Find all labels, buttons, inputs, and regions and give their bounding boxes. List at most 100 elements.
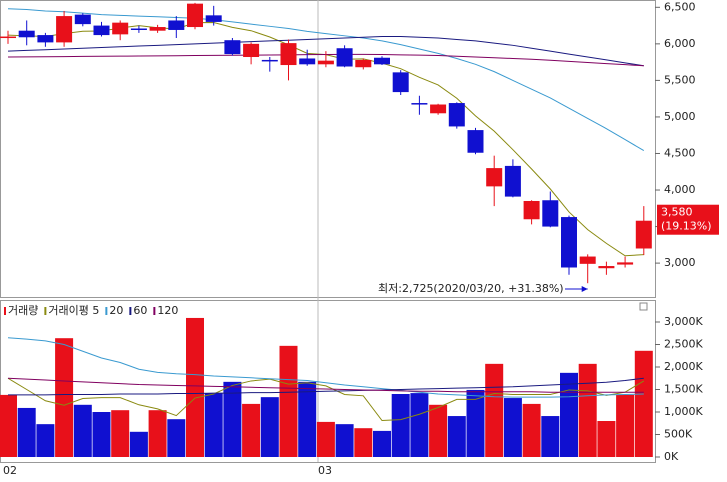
candle-body [542,200,559,227]
legend-swatch [129,307,132,315]
candle-body [243,43,260,58]
candle-body [598,266,615,269]
volume-bar [429,404,448,457]
candle-body [523,200,540,220]
candle-body [112,22,129,35]
volume-bar [242,403,261,457]
candle-body [411,103,428,105]
volume-bar [522,403,541,457]
candle-body [299,58,316,65]
candle-body [355,59,372,68]
volume-bar [36,424,55,457]
volume-bar [73,404,92,457]
volume-bar [167,419,186,457]
y-tick-label: 5,000 [664,110,696,123]
volume-bar [466,389,485,457]
volume-bar [204,393,223,457]
volume-bar [335,424,354,457]
volume-bar [503,398,522,457]
candle-body [130,28,147,31]
volume-bar [17,407,36,457]
volume-bar [391,394,410,457]
moving-average [7,377,645,422]
candle-body [74,14,91,25]
legend-swatch [153,307,156,315]
last-change: (19.13%) [661,220,712,233]
x-tick-label: 03 [318,464,332,477]
y-tick-label: 3,000 [664,256,696,269]
panel-button[interactable] [639,302,648,311]
last-price: 3,580 [661,206,693,219]
volume-bar [447,416,466,457]
low-arrow-head [581,286,588,292]
legend-label: 거래이평 5 [48,304,99,317]
volume-bar [410,393,429,457]
candle-body [561,217,577,268]
legend-label: 거래량 [8,304,38,317]
volume-bar [354,428,373,457]
candle-body [280,43,297,66]
legend-swatch [44,307,47,315]
volume-bar [597,421,616,457]
candle-body [579,256,596,264]
candle-body [336,48,353,67]
candle-body [392,72,409,93]
legend-swatch [4,307,6,315]
candle-body [467,130,484,153]
moving-average [8,377,644,396]
y-tick-label: 0K [664,450,679,463]
y-tick-label: 4,000 [664,183,696,196]
y-tick-label: 1,000K [664,405,703,418]
candle-body [56,16,73,43]
y-tick-label: 1,500K [664,383,703,396]
y-tick-label: 6,500 [664,0,696,13]
candle-body [205,15,222,22]
volume-bar [223,381,242,457]
volume-bar [298,381,317,457]
last-price-box [657,204,719,235]
volume-bar [111,410,130,457]
volume-bar [186,317,204,457]
volume-bar [560,372,578,457]
y-tick-label: 6,000 [664,37,696,50]
y-tick-label: 4,500 [664,146,696,159]
volume-bar [92,412,111,457]
volume-bar [578,363,597,457]
candle-body [18,30,35,38]
volume-bar [279,345,298,457]
volume-bar [485,363,504,457]
volume-bar [373,430,391,457]
candle-body [448,103,465,127]
candle-body [617,262,634,265]
volume-bar [129,431,148,457]
moving-average [7,8,645,151]
moving-average [7,36,644,67]
volume-bar [55,338,74,457]
legend-label: 20 [109,304,123,317]
candle-body [187,3,203,28]
candle-body [635,220,652,249]
legend-label: 120 [157,304,178,317]
candle-body [430,104,447,114]
y-tick-label: 2,000K [664,360,703,373]
candle-body [317,60,334,65]
y-tick-label: 500K [664,428,693,441]
candle-body [0,36,16,39]
candle-body [149,27,166,31]
y-tick-label: 3,000K [664,315,703,328]
candle-body [168,20,185,30]
moving-average [7,337,644,398]
candle-body [93,25,110,36]
legend-swatch [105,307,108,315]
volume-bar [0,394,17,457]
volume-bar [616,394,635,457]
y-tick-label: 5,500 [664,73,696,86]
candle-body [374,57,390,65]
moving-average [7,377,644,393]
volume-bar [634,350,653,457]
volume-bar [260,397,279,457]
candle-body [504,165,521,197]
volume-bar [148,410,167,457]
low-annotation: 최저:2,725(2020/03/20, +31.38%) [378,282,564,295]
